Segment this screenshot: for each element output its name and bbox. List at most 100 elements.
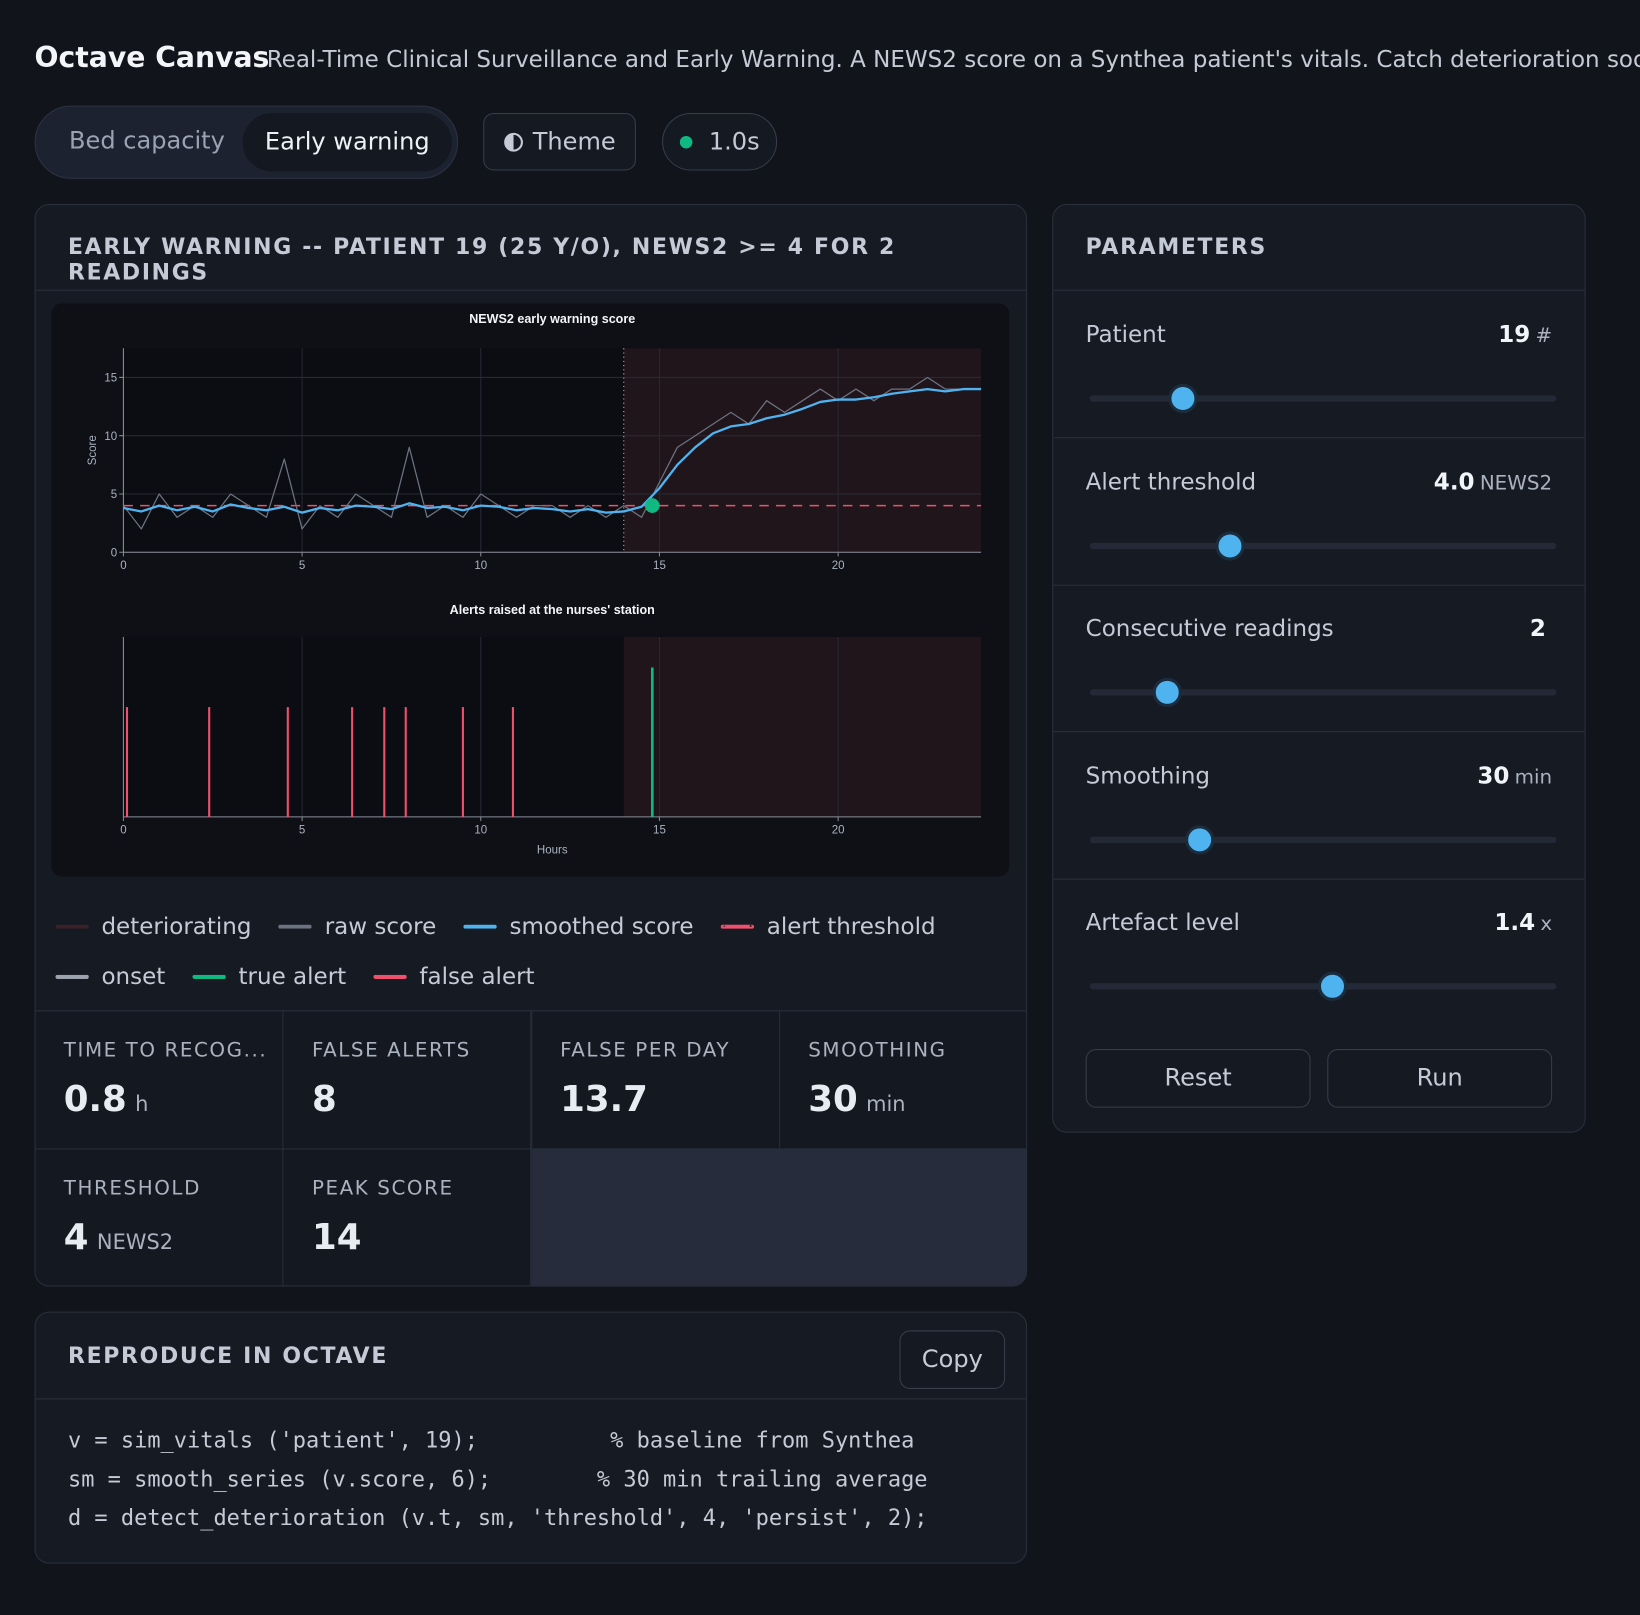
slider-thumb[interactable] [1317,971,1348,1001]
chart: NEWS2 early warning score 0 5 10 15 20 0 5 10 15 S… [51,303,1010,877]
stat-value: 30 [808,1078,858,1121]
slider-thumb[interactable] [1215,530,1245,561]
divider [1053,731,1585,733]
tab-active[interactable]: Early warning [242,112,452,172]
code-panel: REPRODUCE IN OCTAVE Copy v = sim_vitals … [34,1311,1028,1564]
x-tick-label: 0 [120,560,126,572]
y-tick-label: 15 [104,373,117,385]
stat-value: 0.8 [63,1078,127,1121]
legend-swatch [278,924,313,929]
stat-value-row: 13.7 [560,1078,648,1120]
slider-thumb[interactable] [1184,824,1215,854]
stat-value-row: 8 [312,1078,337,1120]
slider-track[interactable] [1089,677,1557,708]
slider-track[interactable] [1089,530,1557,561]
y-tick-label: 10 [104,431,117,443]
stat-value: 13.7 [560,1078,648,1121]
slider-thumb[interactable] [1152,677,1182,708]
legend-swatch [463,924,497,929]
stat-card: TIME TO RECOG... 0.8 h [35,1011,284,1150]
legend-label: smoothed score [509,913,694,940]
legend: deteriorating raw score smoothed score aler… [55,902,996,1002]
panel-title: EARLY WARNING -- PATIENT 19 (25 Y/O), NE… [67,234,896,285]
code-line: sm = smooth_series (v.score, 6); % 30 mi… [67,1466,928,1492]
x-tick-label: 5 [299,825,305,837]
theme-button[interactable]: Theme [483,112,636,171]
x-tick-label: 15 [653,825,666,837]
deteriorating-region [623,348,982,553]
x-axis-label: Hours [537,844,568,856]
legend-label: raw score [324,913,437,940]
slider-track[interactable] [1089,383,1557,414]
stat-label: TIME TO RECOG... [63,1038,268,1062]
legend-item: alert threshold [720,902,936,952]
param-value: 2 [1530,616,1546,642]
x-tick-label: 10 [474,560,487,572]
legend-item: true alert [192,952,346,1002]
slider-track[interactable] [1089,971,1557,1001]
parameters-title: PARAMETERS [1085,234,1267,260]
slider-track[interactable] [1089,824,1557,854]
stat-unit: h [135,1090,149,1116]
divider [35,289,1027,291]
tab-group: Bed capacity Early warning [34,105,459,179]
param-number: 2 [1529,616,1546,643]
param-number: 1.4 [1494,909,1536,937]
stat-value-row: 14 [312,1216,362,1258]
param-label: Smoothing [1085,762,1211,790]
stat-value-row: 4 NEWS2 [64,1216,173,1258]
divider [1053,289,1585,291]
legend-swatch [55,974,89,979]
param-number: 4.0 [1433,469,1475,496]
y-tick-label: 0 [111,547,117,559]
slider-thumb[interactable] [1168,383,1198,414]
param-button[interactable]: Reset [1085,1049,1311,1108]
tab[interactable]: Bed capacity [69,127,225,155]
x-tick-label: 20 [832,560,845,572]
refresh-pill[interactable]: 1.0s [662,112,778,171]
x-tick-label: 15 [653,560,666,572]
code-title: REPRODUCE IN OCTAVE [67,1342,389,1369]
deteriorating-region [623,636,982,817]
legend-label: onset [101,963,166,990]
theme-label: Theme [532,128,616,156]
param-unit: min [1514,765,1553,789]
stat-value: 8 [311,1078,337,1121]
code-line: d = detect_deterioration (v.t, sm, 'thre… [67,1505,928,1531]
param-button[interactable]: Run [1327,1049,1553,1108]
legend-label: alert threshold [766,913,936,940]
parameters-panel: PARAMETERS Patient 19 # Alert threshold 4.0 N… [1052,203,1586,1133]
smoothed-line [123,387,982,514]
y-tick-label: 5 [111,489,117,501]
param-value: 4.0 NEWS2 [1434,469,1552,495]
param-unit: # [1535,324,1553,348]
legend-swatch [720,924,755,929]
stat-label: FALSE ALERTS [311,1038,471,1062]
legend-item: false alert [373,952,535,1002]
legend-item: raw score [278,902,437,952]
copy-button[interactable]: Copy [899,1330,1006,1389]
app-title: Octave Canvas [34,41,270,75]
stat-value: 14 [311,1216,362,1259]
param-label: Consecutive readings [1085,616,1334,643]
x-tick-label: 0 [120,825,126,837]
param-unit: x [1540,912,1553,936]
param-value: 30 min [1477,763,1552,789]
legend-swatch [192,974,226,979]
param-number: 19 [1498,322,1531,349]
legend-label: false alert [419,963,535,990]
param-number: 30 [1477,762,1510,790]
param-label: Alert threshold [1085,469,1257,496]
stat-value: 4 [63,1216,89,1259]
stat-value-row: 0.8 h [64,1078,149,1120]
divider [35,1398,1027,1400]
detection-point [644,498,660,513]
stat-card: FALSE PER DAY 13.7 [531,1011,780,1150]
legend-swatch [373,974,407,979]
stat-card: SMOOTHING 30 min [779,1011,1027,1150]
param-label: Artefact level [1085,909,1240,937]
refresh-label: 1.0s [708,128,760,156]
status-dot [679,135,693,148]
